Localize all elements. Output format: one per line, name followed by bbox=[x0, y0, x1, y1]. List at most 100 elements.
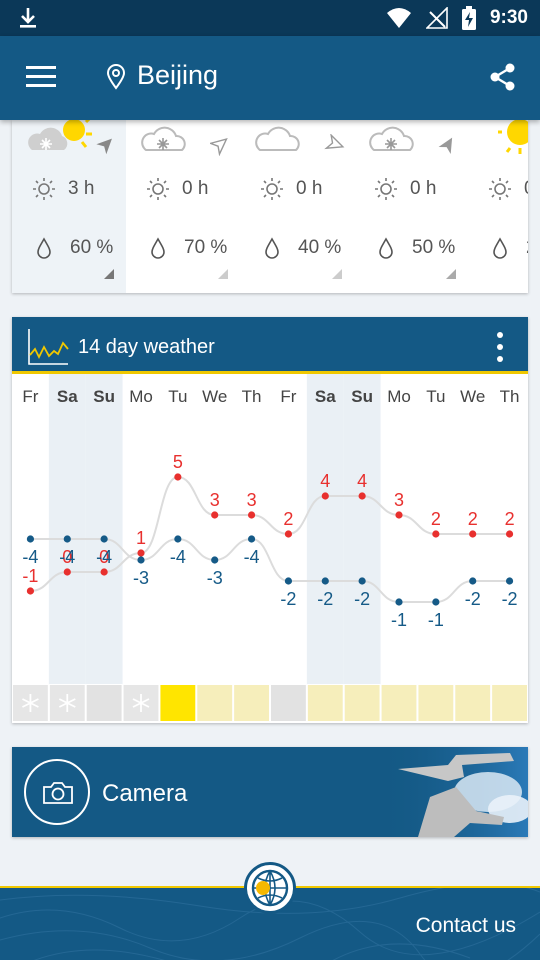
precip-chance: 2 bbox=[526, 237, 528, 259]
snowflake-icon bbox=[22, 694, 39, 712]
forecast-header: 14 day weather bbox=[12, 317, 528, 374]
min-temp-label: -4 bbox=[96, 547, 112, 567]
hour-column[interactable]: 3 h 60 % bbox=[12, 120, 126, 293]
battery-charging-icon bbox=[461, 6, 476, 30]
hour-column[interactable]: 0 h 50 % bbox=[354, 120, 468, 293]
max-temp-label: 2 bbox=[283, 509, 293, 529]
max-temp-label: 4 bbox=[320, 471, 330, 491]
forecast-14-day-card[interactable]: 14 day weather Fr Sa Su Mo Tu We Th Fr Sa Su Mo Tu W… bbox=[12, 317, 528, 723]
forecast-title: 14 day weather bbox=[78, 336, 215, 358]
min-temp-label: -1 bbox=[428, 610, 444, 630]
camera-label[interactable]: Camera bbox=[102, 780, 188, 807]
min-temp-point bbox=[505, 577, 514, 585]
max-temp-label: 3 bbox=[247, 490, 257, 510]
snowflake-icon bbox=[132, 694, 150, 712]
min-temp-point bbox=[137, 556, 145, 564]
condition-cell bbox=[381, 685, 417, 721]
precip-chance: 50 % bbox=[412, 237, 456, 258]
expand-corner-icon bbox=[446, 269, 456, 279]
min-temp-point bbox=[284, 577, 293, 585]
share-icon[interactable] bbox=[490, 63, 516, 91]
camera-card[interactable]: Camera bbox=[12, 747, 528, 837]
max-temp-point bbox=[395, 511, 403, 519]
condition-cell bbox=[160, 685, 196, 721]
sunshine-hours: 3 h bbox=[68, 178, 95, 199]
max-temp-point bbox=[321, 492, 329, 500]
min-temp-label: -3 bbox=[133, 568, 149, 588]
status-time: 9:30 bbox=[489, 7, 528, 28]
photo-frame-hands-image bbox=[378, 747, 528, 837]
day-label: Mo bbox=[387, 387, 411, 406]
sunshine-hours: 0 h bbox=[410, 178, 437, 199]
condition-cell bbox=[455, 685, 491, 721]
camera-icon bbox=[43, 782, 73, 804]
menu-icon[interactable] bbox=[26, 66, 56, 88]
max-temp-point bbox=[26, 587, 35, 595]
city-name[interactable]: Beijing bbox=[137, 60, 219, 90]
min-temp-label: -4 bbox=[170, 547, 186, 567]
min-temp-label: -2 bbox=[502, 589, 518, 609]
sun-icon bbox=[33, 178, 55, 200]
day-label: Th bbox=[500, 387, 520, 406]
contact-us-link[interactable]: Contact us bbox=[415, 914, 516, 937]
raindrop-icon bbox=[379, 237, 393, 259]
max-temp-point bbox=[174, 473, 182, 481]
day-label: Fr bbox=[280, 387, 296, 406]
max-temp-point bbox=[505, 530, 514, 538]
min-temp-label: -3 bbox=[207, 568, 223, 588]
sun-icon bbox=[261, 178, 283, 200]
max-temp-point bbox=[432, 530, 440, 538]
min-temp-point bbox=[469, 577, 477, 585]
app-bar: Beijing bbox=[0, 36, 540, 120]
min-temp-label: -4 bbox=[59, 547, 75, 567]
wifi-icon bbox=[386, 8, 411, 28]
wind-arrow-icon bbox=[438, 137, 453, 155]
raindrop-icon bbox=[37, 237, 51, 259]
min-temp-label: -2 bbox=[280, 589, 296, 609]
min-temp-point bbox=[395, 598, 403, 606]
day-label: We bbox=[202, 387, 227, 406]
raindrop-icon bbox=[265, 237, 279, 259]
status-bar: 9:30 bbox=[0, 0, 540, 36]
sun-icon bbox=[498, 120, 528, 154]
globe-sun-icon bbox=[251, 869, 289, 907]
max-temp-line bbox=[30, 475, 510, 592]
hour-column[interactable]: 0 h 40 % bbox=[240, 120, 354, 293]
hour-column[interactable]: 0 h 2 bbox=[468, 120, 528, 293]
max-temp-label: 3 bbox=[210, 490, 220, 510]
min-temp-label: -4 bbox=[244, 547, 260, 567]
snow-cloud-icon bbox=[141, 126, 186, 151]
max-temp-label: 3 bbox=[394, 490, 404, 510]
min-temp-point bbox=[432, 598, 440, 606]
wind-arrow-icon bbox=[210, 138, 228, 156]
weekend-shade bbox=[85, 374, 123, 684]
expand-corner-icon bbox=[218, 269, 228, 279]
hourly-forecast-card[interactable]: 3 h 60 % 0 h 70 % 0 h bbox=[12, 120, 528, 293]
max-temp-point bbox=[63, 568, 71, 576]
camera-button[interactable] bbox=[24, 759, 90, 825]
max-temp-point bbox=[211, 511, 219, 519]
day-label: Sa bbox=[315, 387, 336, 406]
condition-cell bbox=[492, 685, 527, 721]
raindrop-icon bbox=[151, 237, 165, 259]
day-label: Su bbox=[93, 387, 115, 406]
min-temp-point bbox=[211, 556, 219, 564]
max-temp-point bbox=[137, 549, 145, 557]
hour-column[interactable]: 0 h 70 % bbox=[126, 120, 240, 293]
min-temp-point bbox=[174, 535, 182, 543]
app-logo[interactable] bbox=[244, 862, 296, 914]
min-temp-label: -2 bbox=[465, 589, 481, 609]
more-vert-icon[interactable] bbox=[490, 331, 510, 363]
topographic-pattern bbox=[0, 888, 540, 960]
signal-icon bbox=[425, 7, 448, 29]
min-temp-point bbox=[26, 535, 35, 543]
expand-corner-icon bbox=[332, 269, 342, 279]
raindrop-icon bbox=[493, 237, 507, 259]
day-label: Mo bbox=[129, 387, 153, 406]
min-temp-point bbox=[321, 577, 329, 585]
min-temp-label: -4 bbox=[22, 547, 38, 567]
min-temp-label: -2 bbox=[354, 589, 370, 609]
snow-cloud-icon bbox=[369, 126, 414, 151]
min-temp-point bbox=[100, 535, 108, 543]
min-temp-label: -2 bbox=[317, 589, 333, 609]
